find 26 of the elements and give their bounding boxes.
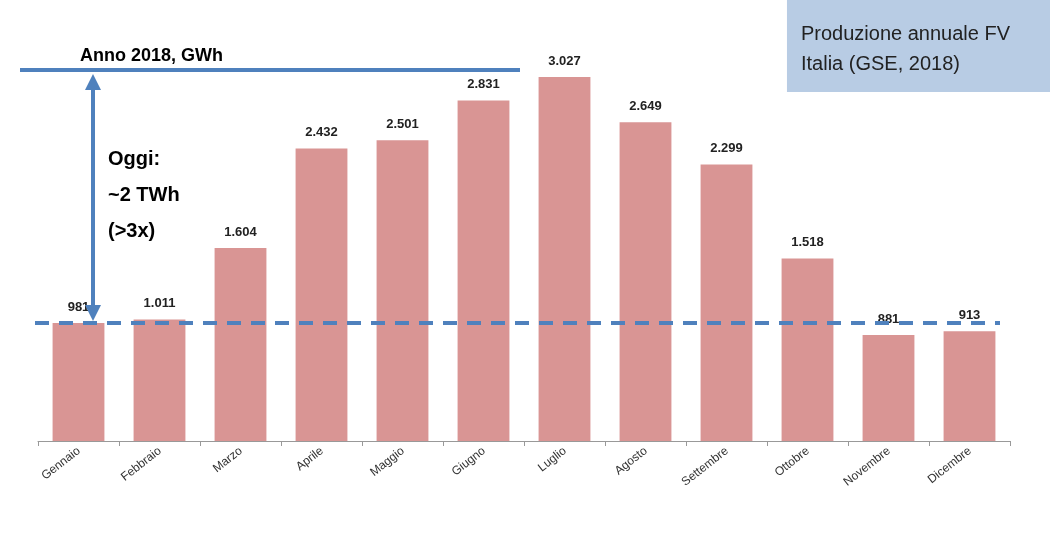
data-label: 1.604 <box>224 224 258 240</box>
bar <box>133 319 186 441</box>
data-label: 981 <box>67 299 90 314</box>
data-label: 2.432 <box>305 124 338 140</box>
bar <box>781 258 834 441</box>
bar <box>457 100 510 441</box>
bar <box>943 331 996 441</box>
data-label: 913 <box>958 307 981 323</box>
data-label: 2.299 <box>710 140 743 156</box>
data-label: 3.027 <box>548 52 581 68</box>
chart-title: Produzione annuale FV Italia (GSE, 2018) <box>800 22 1011 74</box>
bar <box>700 164 753 441</box>
data-label: 2.649 <box>629 98 662 114</box>
annotation: Oggi: ~2 TWh (>3x) <box>108 147 180 241</box>
bar <box>619 122 672 441</box>
bar <box>52 323 105 441</box>
ref-line-label: Anno 2018, GWh <box>80 44 224 65</box>
data-label: 1.011 <box>143 295 176 311</box>
bar <box>295 148 348 441</box>
bar <box>214 248 267 441</box>
bar <box>376 140 429 441</box>
data-label: 2.501 <box>386 116 419 132</box>
data-label: 1.518 <box>791 234 824 250</box>
bar <box>538 76 591 441</box>
bar <box>862 335 915 441</box>
data-label: 2.831 <box>467 76 500 92</box>
